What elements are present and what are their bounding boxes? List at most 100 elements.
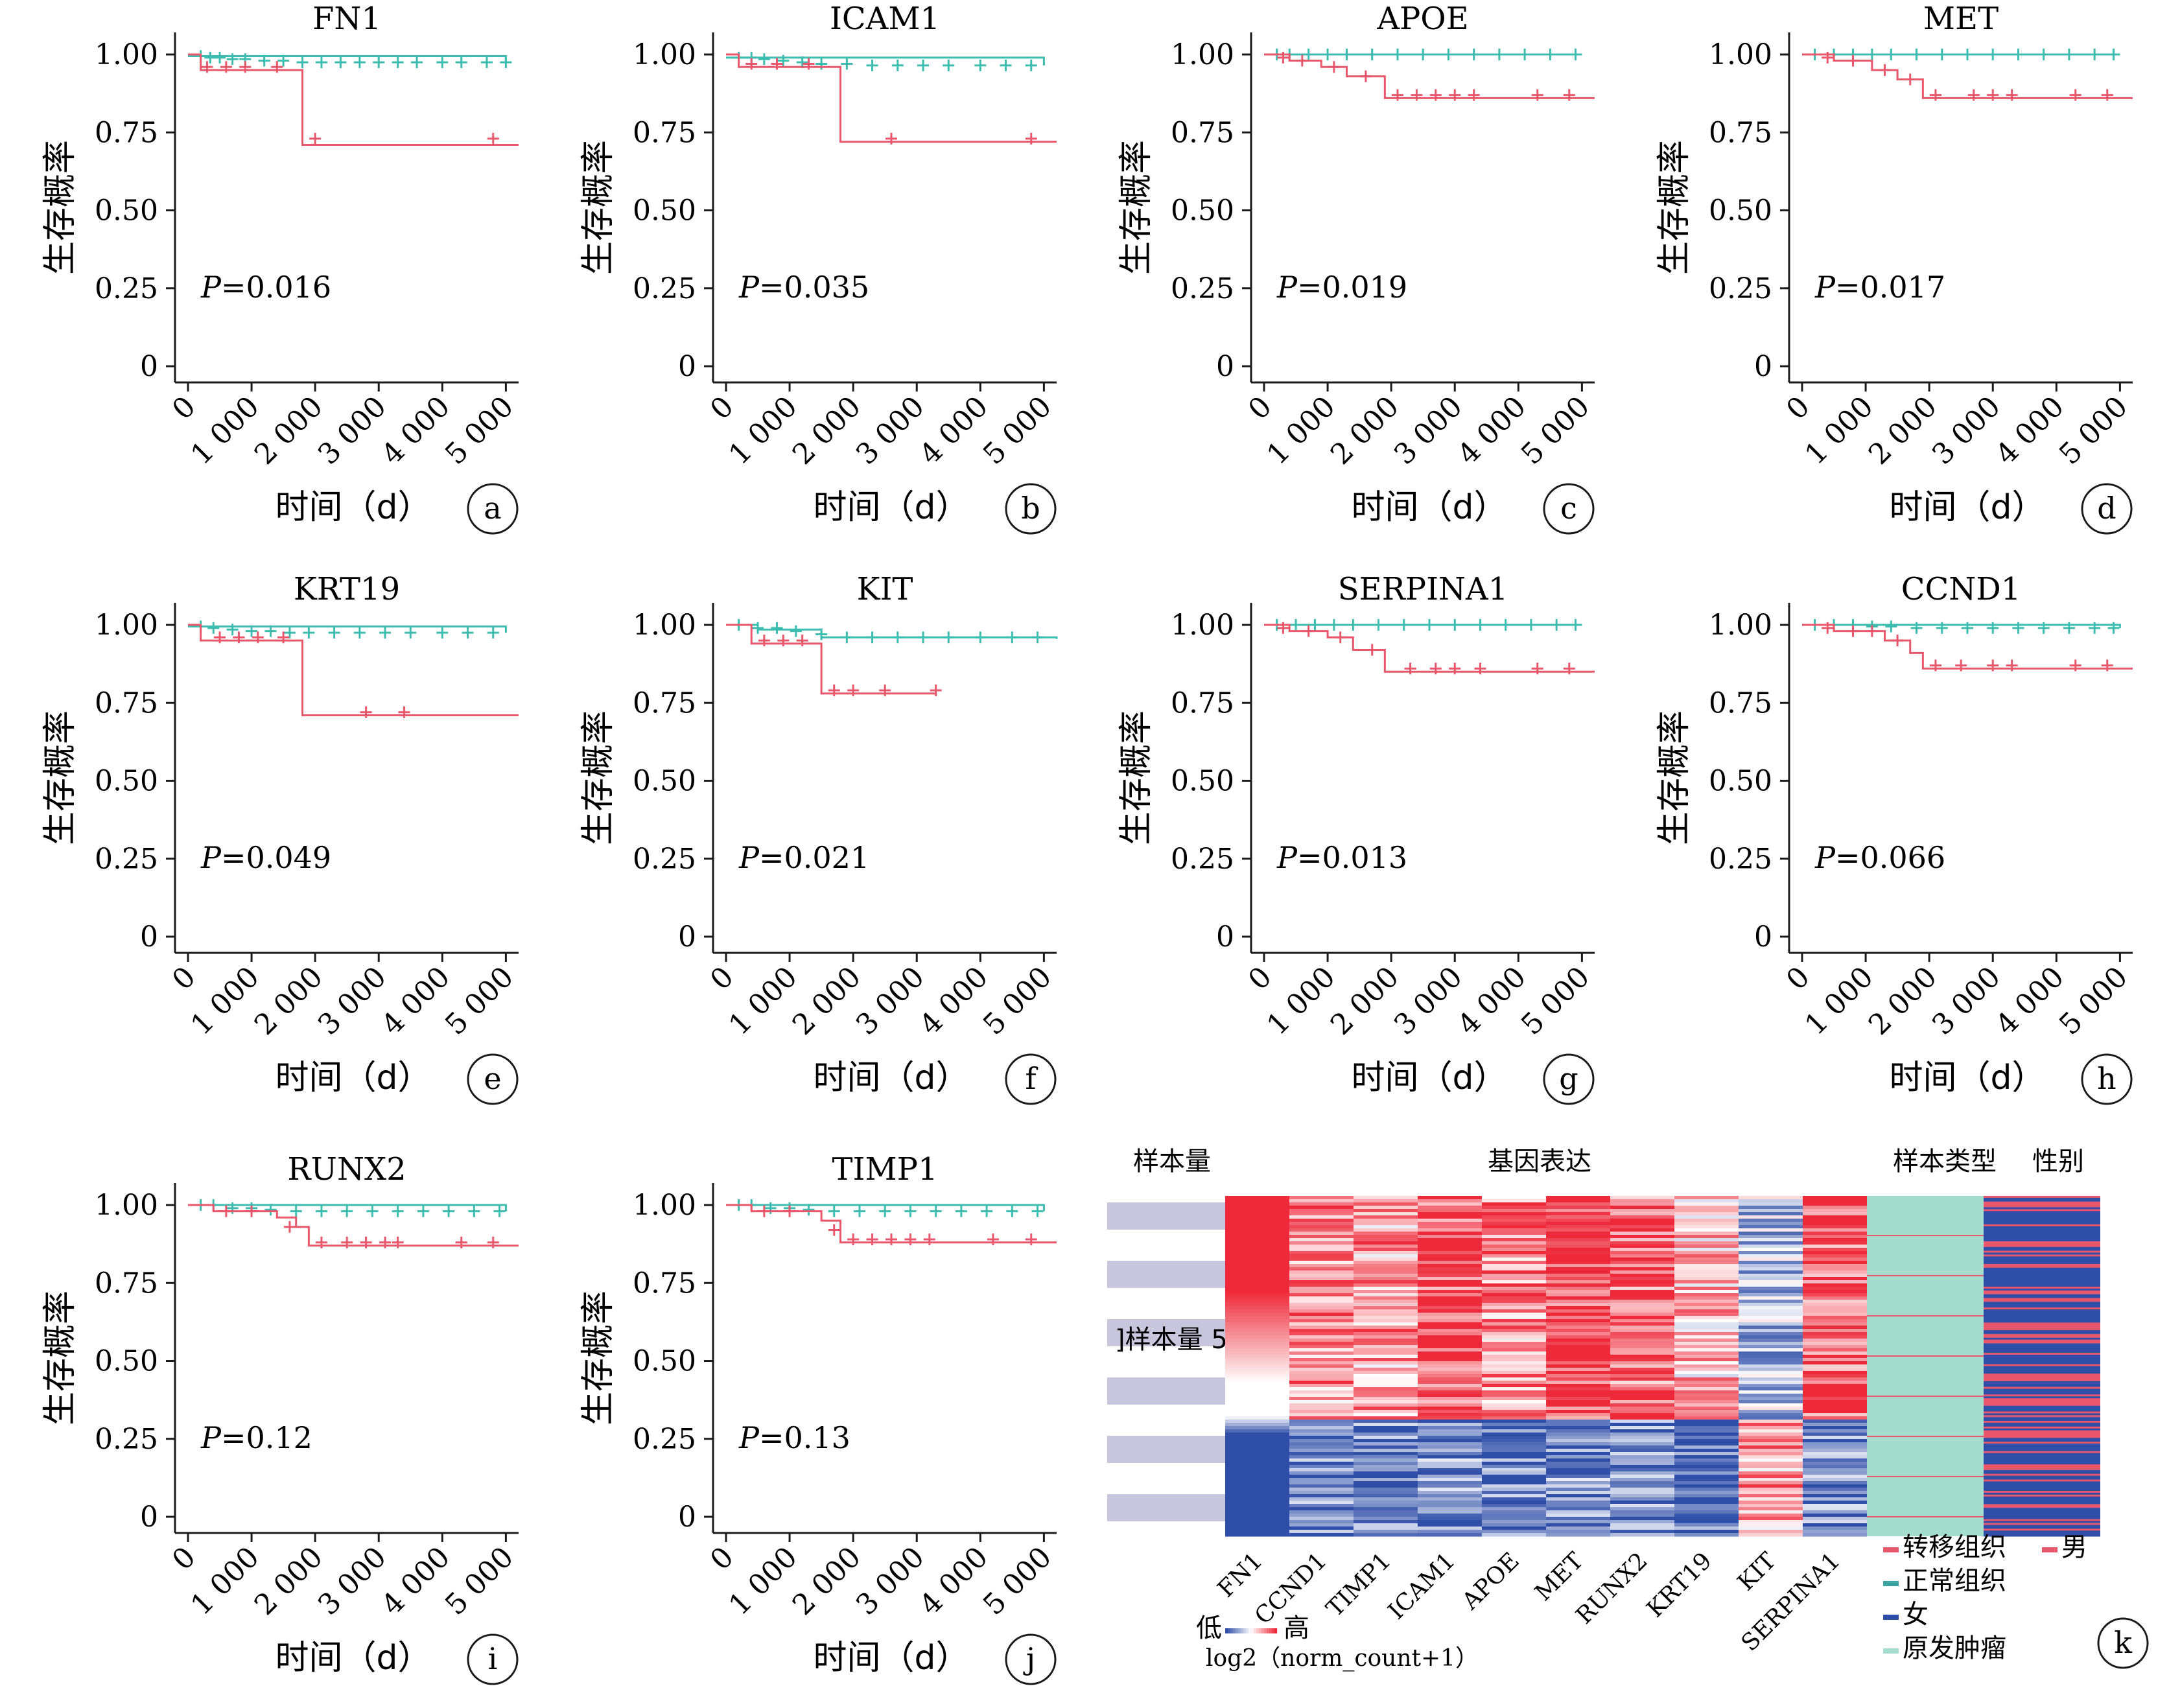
censor-mark: [2101, 89, 2113, 101]
censor-mark: [987, 1233, 999, 1245]
sex-column: [1984, 1196, 2100, 1537]
censor-mark: [1347, 619, 1359, 631]
x-tick-label: 1 000: [1799, 961, 1880, 1042]
legend-gradient: [1225, 1628, 1278, 1633]
x-tick-label: 3 000: [1388, 390, 1469, 471]
censor-mark: [1031, 631, 1044, 644]
heatmap-column-MET: [1546, 1196, 1610, 1537]
censor-mark: [771, 622, 783, 634]
censor-mark: [1929, 659, 1941, 672]
censor-mark: [1879, 64, 1891, 76]
censor-mark: [1936, 49, 1948, 61]
legend-caption: log2（norm_count+1）: [1206, 1645, 1479, 1672]
sample-type-metastasis-line: [1867, 1235, 1984, 1236]
p-value-symbol: P: [200, 1420, 222, 1455]
censor-mark: [1847, 625, 1859, 637]
y-tick-label: 0.75: [1171, 116, 1234, 149]
survival-panel-g: SERPINA1 1.00 0.75 0.50 0.25 0 0 1 000 2 000 3 00…: [1076, 570, 1614, 1128]
sample-bar: [1107, 1319, 1225, 1346]
censor-mark: [2089, 49, 2101, 61]
sample-type-metastasis-line: [1867, 1516, 1984, 1517]
x-tick-label: 0: [166, 1541, 202, 1577]
censor-mark: [480, 56, 493, 69]
legend-male-label: 男: [2061, 1532, 2087, 1562]
censor-mark: [246, 1205, 258, 1217]
type-label: 样本类型: [1893, 1147, 1997, 1176]
y-tick-label: 0: [1754, 920, 1772, 953]
heatmap-svg: 样本量 基因表达 样本类型 性别]样本量 50FN1CCND1TIMP1ICAM1AP…: [1107, 1147, 2149, 1672]
censor-mark: [296, 56, 309, 69]
survival-curve-high: [726, 1204, 1057, 1244]
p-value-symbol: P: [1276, 270, 1298, 305]
x-tick-label: 4 000: [913, 1541, 994, 1622]
censor-mark: [790, 625, 802, 637]
censor-mark: [2037, 49, 2050, 61]
censor-mark: [1025, 59, 1037, 71]
y-tick-label: 0: [1216, 350, 1234, 383]
y-tick-label: 0: [1216, 920, 1234, 953]
legend-female-label: 女: [1903, 1600, 1929, 1630]
censor-mark: [1277, 51, 1289, 64]
censor-mark: [1885, 620, 1897, 633]
censor-mark: [796, 635, 808, 647]
gene-label-TIMP1: TIMP1: [1321, 1547, 1396, 1622]
censor-mark: [328, 627, 340, 639]
y-tick-label: 0: [140, 920, 158, 953]
x-axis-label: 时间（d）: [275, 1059, 431, 1097]
survival-curve-high: [188, 624, 519, 717]
plot-title: TIMP1: [832, 1151, 938, 1187]
x-axis-label: 时间（d）: [1351, 1059, 1507, 1097]
censor-mark: [923, 1233, 935, 1245]
censor-mark: [1987, 659, 1999, 672]
y-axis-label: 生存概率: [41, 1291, 80, 1425]
censor-mark: [1328, 61, 1340, 73]
censor-mark: [866, 631, 878, 644]
x-tick-label: 2 000: [248, 390, 329, 471]
censor-mark: [487, 132, 499, 145]
censor-mark: [1531, 89, 1543, 101]
censor-mark: [917, 59, 930, 71]
heatmap-column-KIT: [1739, 1196, 1803, 1537]
y-tick-label: 1.00: [95, 1189, 158, 1222]
survival-panel-f: KIT 1.00 0.75 0.50 0.25 0 0 1 000 2 000 3 000 4 00…: [538, 570, 1076, 1128]
censor-mark: [847, 684, 860, 697]
x-tick-label: 4 000: [913, 390, 994, 471]
censor-mark: [752, 622, 764, 634]
censor-mark: [930, 1205, 942, 1217]
p-value-number: =0.12: [221, 1420, 312, 1455]
censor-mark: [1341, 49, 1353, 61]
y-tick-label: 1.00: [633, 609, 696, 642]
y-tick-label: 1.00: [1709, 609, 1772, 642]
censor-mark: [366, 1205, 379, 1217]
sample-bar: [1107, 1202, 1225, 1230]
censor-mark: [283, 1221, 296, 1233]
censor-mark: [309, 132, 322, 145]
censor-mark: [1468, 89, 1480, 101]
censor-mark: [1531, 662, 1543, 675]
p-value-symbol: P: [738, 270, 760, 305]
panel-letter-circle: [1543, 483, 1595, 535]
legend-normal-label: 正常组织: [1903, 1566, 2006, 1596]
gene-label-KRT19: KRT19: [1642, 1547, 1717, 1622]
y-tick-label: 0.25: [633, 272, 696, 305]
censor-mark: [379, 1236, 392, 1248]
p-value-symbol: P: [200, 270, 222, 305]
censor-mark: [2006, 89, 2018, 101]
censor-mark: [1006, 631, 1018, 644]
censor-mark: [264, 1204, 277, 1216]
panel-letter-circle: [467, 1053, 519, 1105]
censor-mark: [745, 58, 758, 70]
x-tick-label: 0: [166, 390, 202, 427]
x-tick-label: 2 000: [1862, 390, 1943, 471]
censor-mark: [1025, 132, 1037, 145]
censor-mark: [879, 1205, 891, 1217]
p-value-symbol: P: [738, 840, 760, 875]
censor-mark: [2006, 659, 2018, 672]
censor-mark: [500, 56, 512, 69]
p-value-symbol: P: [200, 840, 222, 875]
p-value-symbol: P: [1814, 270, 1836, 305]
survival-panel-j: TIMP1 1.00 0.75 0.50 0.25 0 0 1 000 2 000 3 000 4 …: [538, 1151, 1076, 1708]
